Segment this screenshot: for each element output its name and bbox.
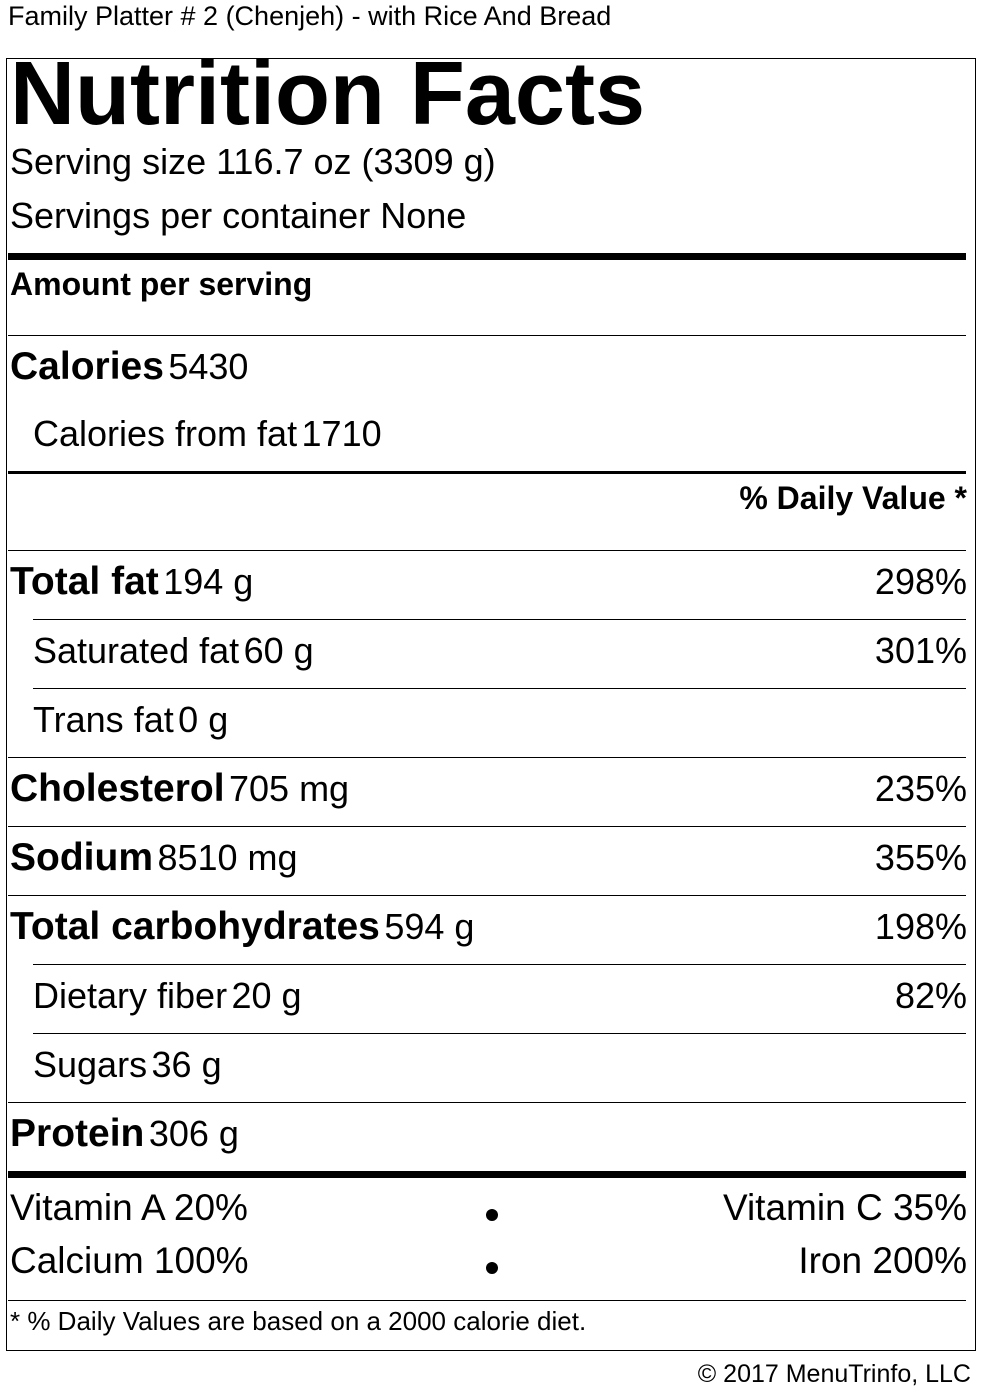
cholesterol-dv: 235% [874, 768, 967, 809]
thick-divider-bottom [8, 1171, 966, 1178]
cholesterol-amount: 705 mg [229, 768, 350, 809]
dietary-fiber-label: Dietary fiber [33, 975, 228, 1016]
sodium-dv: 355% [874, 837, 967, 878]
divider [8, 335, 966, 336]
daily-value-header: % Daily Value * [739, 480, 967, 516]
divider [33, 688, 966, 689]
amount-per-serving-label: Amount per serving [10, 266, 313, 302]
calories-from-fat-value: 1710 [301, 413, 382, 454]
sugars-amount: 36 g [151, 1044, 222, 1085]
dietary-fiber-row: Dietary fiber 20 g 82% [33, 975, 967, 1017]
protein-label: Protein [10, 1112, 145, 1155]
daily-value-footnote: * % Daily Values are based on a 2000 cal… [10, 1306, 587, 1336]
total-fat-amount: 194 g [163, 561, 254, 602]
cholesterol-label: Cholesterol [10, 767, 225, 810]
nutrition-facts-heading: Nutrition Facts [10, 44, 646, 144]
divider [8, 550, 966, 551]
iron: Iron 200% [798, 1240, 967, 1281]
divider [8, 1300, 966, 1301]
vitamin-a: Vitamin A 20% [10, 1187, 248, 1228]
copyright: © 2017 MenuTrinfo, LLC [697, 1360, 971, 1388]
sodium-row: Sodium 8510 mg 355% [10, 836, 967, 880]
trans-fat-amount: 0 g [178, 699, 229, 740]
total-carbohydrates-amount: 594 g [384, 906, 475, 947]
bullet-separator [486, 1262, 498, 1274]
cholesterol-row: Cholesterol 705 mg 235% [10, 767, 967, 811]
protein-row: Protein 306 g [10, 1112, 967, 1156]
total-fat-dv: 298% [874, 561, 967, 602]
serving-size: Serving size 116.7 oz (3309 g) [10, 141, 496, 182]
vitamins-row-1: Vitamin A 20% Vitamin C 35% [10, 1187, 967, 1237]
divider [8, 1102, 966, 1103]
divider [8, 757, 966, 758]
nutrition-label [6, 58, 976, 1351]
saturated-fat-amount: 60 g [243, 630, 314, 671]
sugars-label: Sugars [33, 1044, 148, 1085]
protein-amount: 306 g [148, 1113, 239, 1154]
calories-value: 5430 [168, 346, 249, 387]
calcium: Calcium 100% [10, 1240, 249, 1281]
dietary-fiber-dv: 82% [894, 975, 967, 1016]
sugars-row: Sugars 36 g [33, 1044, 967, 1086]
thick-divider-top [8, 253, 966, 260]
divider [33, 964, 966, 965]
divider [8, 826, 966, 827]
divider [8, 895, 966, 896]
calories-from-fat-row: Calories from fat 1710 [33, 413, 967, 455]
daily-value-header-row: % Daily Value * [10, 480, 967, 517]
saturated-fat-dv: 301% [874, 630, 967, 671]
amount-per-serving-row: Amount per serving [10, 266, 967, 303]
total-fat-row: Total fat 194 g 298% [10, 560, 967, 604]
total-carbohydrates-dv: 198% [874, 906, 967, 947]
item-title: Family Platter # 2 (Chenjeh) - with Rice… [8, 1, 612, 31]
total-carbohydrates-row: Total carbohydrates 594 g 198% [10, 905, 967, 949]
sodium-amount: 8510 mg [157, 837, 298, 878]
calories-label: Calories [10, 345, 164, 388]
vitamin-c: Vitamin C 35% [722, 1187, 967, 1228]
calories-row: Calories 5430 [10, 345, 967, 389]
bullet-separator [486, 1209, 498, 1221]
medium-divider [8, 471, 966, 474]
calories-from-fat-label: Calories from fat [33, 413, 298, 454]
dietary-fiber-amount: 20 g [231, 975, 302, 1016]
servings-per-container: Servings per container None [10, 195, 467, 236]
divider [33, 619, 966, 620]
total-fat-label: Total fat [10, 560, 159, 603]
trans-fat-row: Trans fat 0 g [33, 699, 967, 741]
sodium-label: Sodium [10, 836, 153, 879]
saturated-fat-row: Saturated fat 60 g 301% [33, 630, 967, 672]
total-carbohydrates-label: Total carbohydrates [10, 905, 380, 948]
trans-fat-label: Trans fat [33, 699, 174, 740]
vitamins-row-2: Calcium 100% Iron 200% [10, 1240, 967, 1290]
saturated-fat-label: Saturated fat [33, 630, 240, 671]
divider [33, 1033, 966, 1034]
